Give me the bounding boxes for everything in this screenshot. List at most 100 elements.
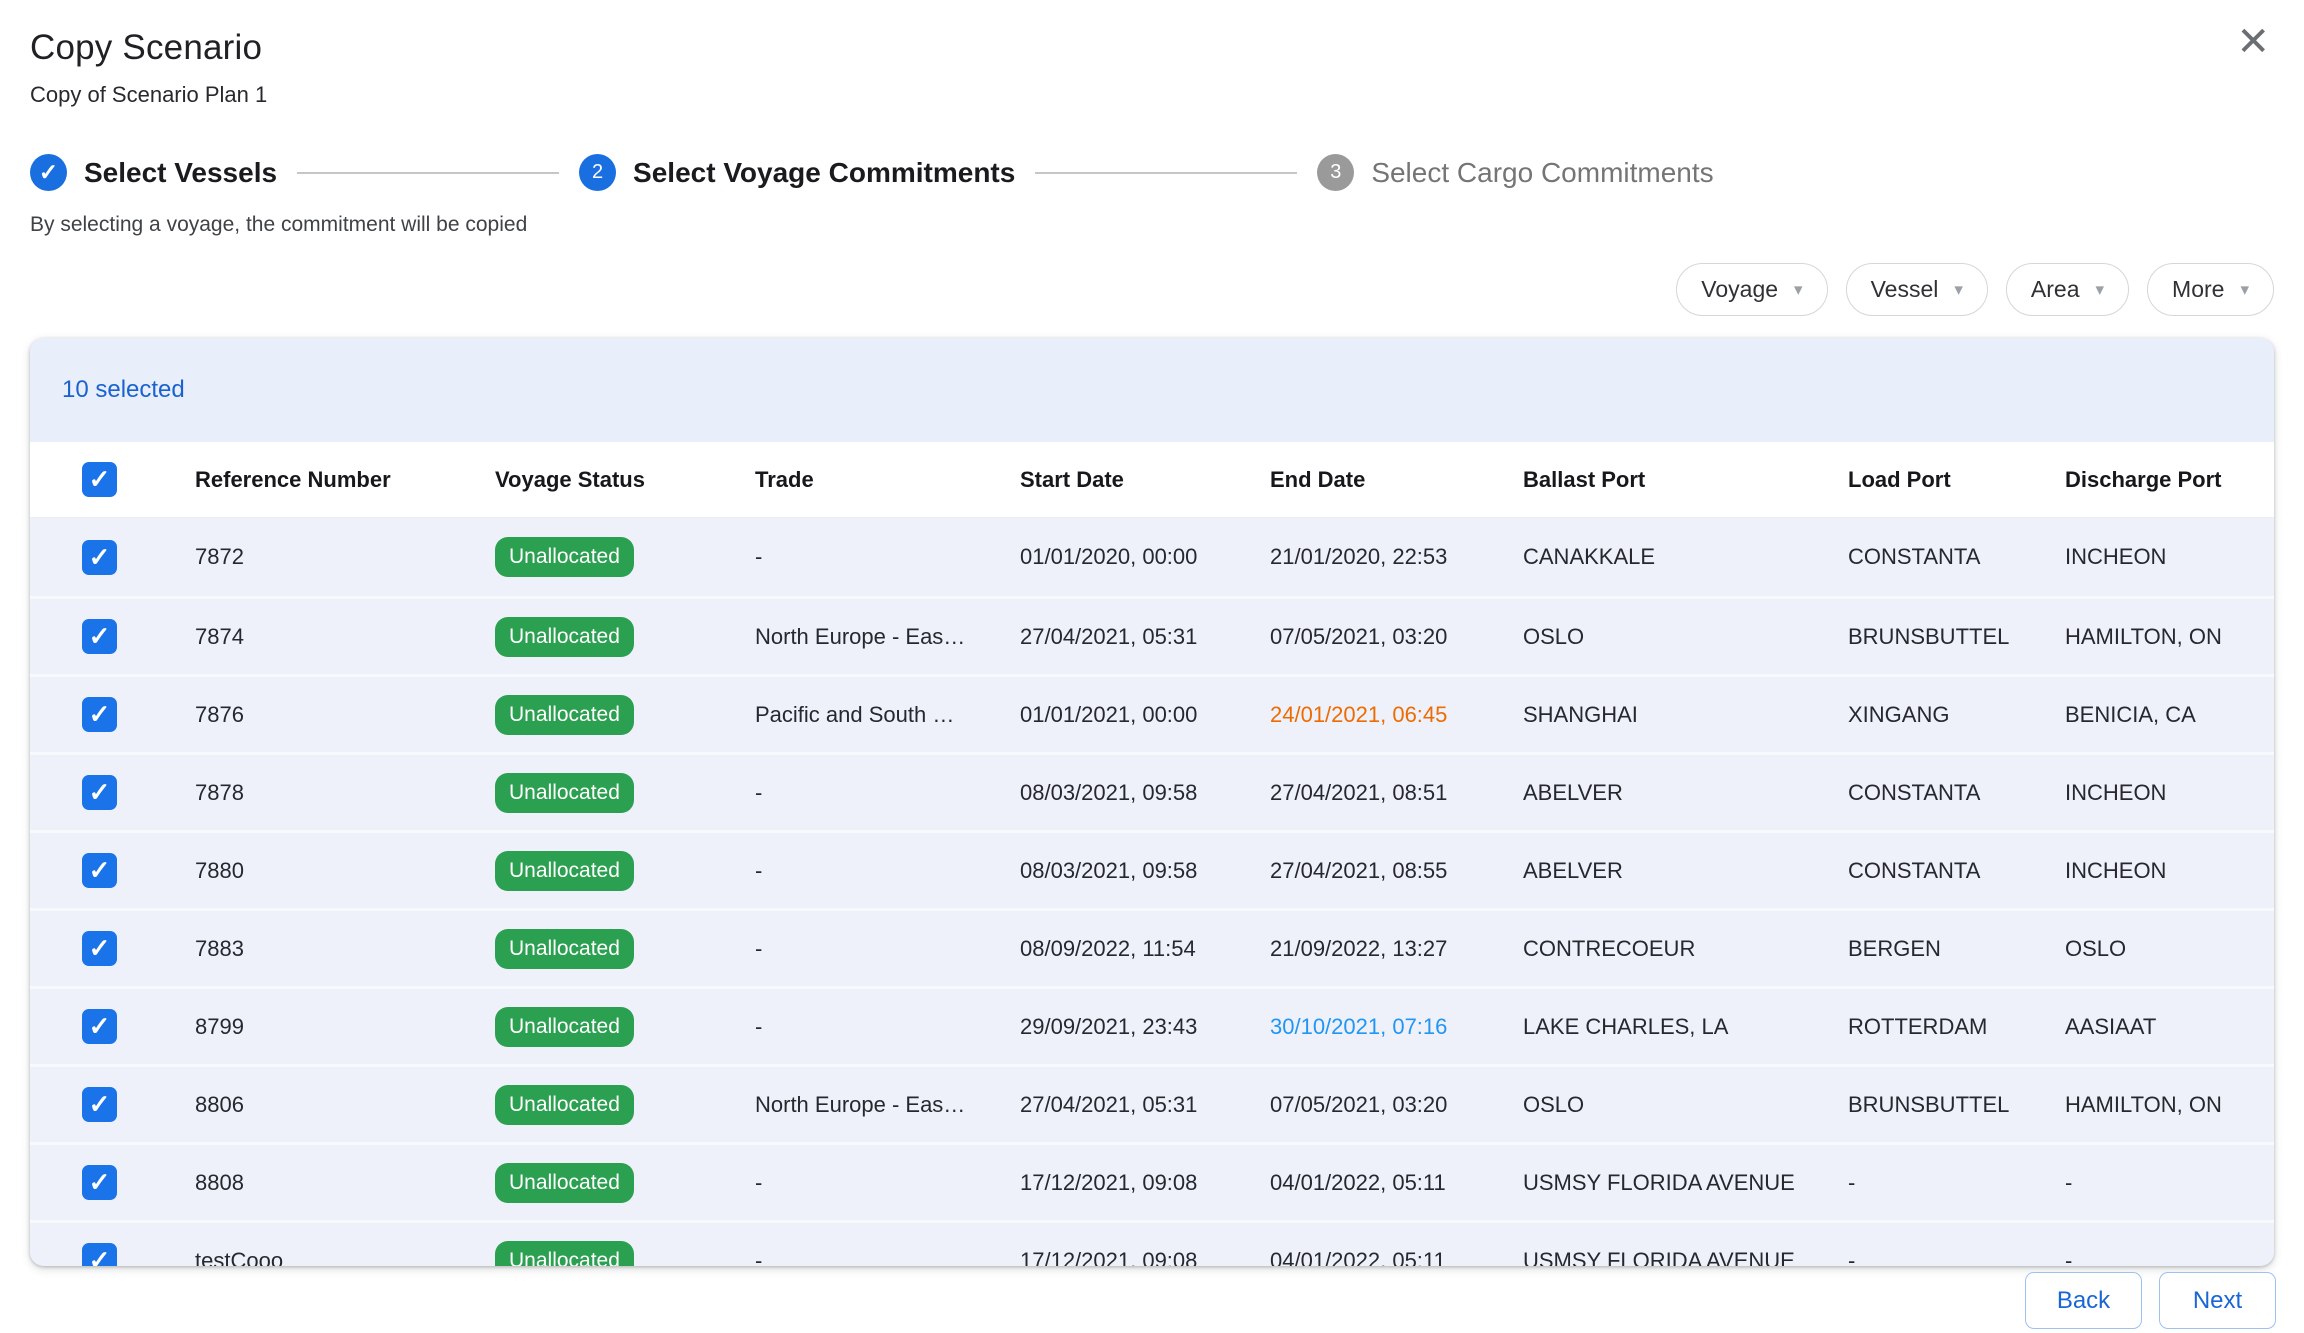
back-button[interactable]: Back bbox=[2025, 1272, 2142, 1329]
step-select-vessels[interactable]: ✓ Select Vessels bbox=[30, 154, 277, 191]
ballast-port: SHANGHAI bbox=[1523, 701, 1638, 727]
ballast-port: ABELVER bbox=[1523, 857, 1623, 883]
start-date: 27/04/2021, 05:31 bbox=[1020, 1091, 1198, 1117]
row-checkbox[interactable]: ✓ bbox=[82, 1087, 117, 1122]
discharge-port: AASIAAT bbox=[2065, 1013, 2157, 1039]
column-header-reference-number: Reference Number bbox=[195, 466, 391, 492]
row-checkbox[interactable]: ✓ bbox=[82, 1165, 117, 1200]
row-checkbox[interactable]: ✓ bbox=[82, 1009, 117, 1044]
load-port: CONSTANTA bbox=[1848, 779, 1981, 805]
discharge-port: OSLO bbox=[2065, 935, 2127, 961]
end-date: 27/04/2021, 08:51 bbox=[1270, 779, 1448, 805]
end-date: 27/04/2021, 08:55 bbox=[1270, 857, 1448, 883]
table-row[interactable]: ✓ 8808 Unallocated - 17/12/2021, 09:08 0… bbox=[30, 1142, 2274, 1220]
table-row[interactable]: ✓ 8806 Unallocated North Europe - Eas… 2… bbox=[30, 1064, 2274, 1142]
step-select-cargo-commitments[interactable]: 3 Select Cargo Commitments bbox=[1317, 154, 1714, 191]
start-date: 29/09/2021, 23:43 bbox=[1020, 1013, 1198, 1039]
step-number-badge: 2 bbox=[579, 154, 617, 191]
start-date: 01/01/2021, 00:00 bbox=[1020, 701, 1198, 727]
start-date: 08/09/2022, 11:54 bbox=[1020, 935, 1196, 961]
load-port: BRUNSBUTTEL bbox=[1848, 1091, 2010, 1117]
table-row[interactable]: ✓ 7878 Unallocated - 08/03/2021, 09:58 2… bbox=[30, 752, 2274, 830]
reference-number: 7876 bbox=[195, 701, 244, 727]
dialog-footer: Back Next bbox=[0, 1272, 2304, 1329]
discharge-port: INCHEON bbox=[2065, 544, 2167, 569]
chevron-down-icon: ▾ bbox=[1794, 280, 1803, 299]
stepper: ✓ Select Vessels 2 Select Voyage Commitm… bbox=[0, 154, 2304, 191]
row-checkbox[interactable]: ✓ bbox=[82, 775, 117, 810]
voyage-filter-button[interactable]: Voyage ▾ bbox=[1676, 263, 1828, 316]
row-checkbox[interactable]: ✓ bbox=[82, 853, 117, 888]
start-date: 27/04/2021, 05:31 bbox=[1020, 623, 1198, 649]
table-row[interactable]: ✓ 8799 Unallocated - 29/09/2021, 23:43 3… bbox=[30, 986, 2274, 1064]
voyage-filter-label: Voyage bbox=[1701, 276, 1779, 302]
table-row[interactable]: ✓ 7883 Unallocated - 08/09/2022, 11:54 2… bbox=[30, 908, 2274, 986]
end-date: 24/01/2021, 06:45 bbox=[1270, 701, 1448, 727]
trade: - bbox=[755, 1013, 763, 1039]
area-filter-button[interactable]: Area ▾ bbox=[2005, 263, 2130, 316]
selection-count: 10 selected bbox=[62, 376, 185, 403]
discharge-port: INCHEON bbox=[2065, 857, 2167, 883]
more-filter-button[interactable]: More ▾ bbox=[2147, 263, 2274, 316]
chevron-down-icon: ▾ bbox=[2240, 280, 2249, 299]
reference-number: 7883 bbox=[195, 935, 244, 961]
ballast-port: CANAKKALE bbox=[1523, 544, 1656, 569]
ballast-port: OSLO bbox=[1523, 623, 1585, 649]
reference-number: 7874 bbox=[195, 623, 244, 649]
reference-number: 7872 bbox=[195, 544, 244, 569]
load-port: CONSTANTA bbox=[1848, 857, 1981, 883]
column-header-trade: Trade bbox=[755, 466, 814, 492]
more-filter-label: More bbox=[2172, 276, 2225, 302]
trade: North Europe - Eas… bbox=[755, 623, 966, 649]
trade: - bbox=[755, 935, 763, 961]
discharge-port: - bbox=[2065, 1247, 2073, 1267]
vessel-filter-button[interactable]: Vessel ▾ bbox=[1845, 263, 1988, 316]
step-select-voyage-commitments[interactable]: 2 Select Voyage Commitments bbox=[579, 154, 1015, 191]
trade: - bbox=[755, 857, 763, 883]
step-connector bbox=[1035, 171, 1298, 174]
scenario-name: Copy of Scenario Plan 1 bbox=[30, 82, 268, 107]
status-badge: Unallocated bbox=[495, 1240, 634, 1266]
area-filter-label: Area bbox=[2030, 276, 2080, 302]
start-date: 01/01/2020, 00:00 bbox=[1020, 544, 1198, 569]
table-row[interactable]: ✓ 7876 Unallocated Pacific and South … 0… bbox=[30, 674, 2274, 752]
reference-number: 7880 bbox=[195, 857, 244, 883]
start-date: 17/12/2021, 09:08 bbox=[1020, 1169, 1198, 1195]
table-row[interactable]: ✓ 7874 Unallocated North Europe - Eas… 2… bbox=[30, 596, 2274, 674]
close-icon[interactable]: ✕ bbox=[2236, 20, 2270, 64]
table-row[interactable]: ✓ 7880 Unallocated - 08/03/2021, 09:58 2… bbox=[30, 830, 2274, 908]
ballast-port: USMSY FLORIDA AVENUE bbox=[1523, 1169, 1795, 1195]
load-port: ROTTERDAM bbox=[1848, 1013, 1988, 1039]
reference-number: 8808 bbox=[195, 1169, 244, 1195]
step-label: Select Vessels bbox=[84, 156, 278, 188]
load-port: XINGANG bbox=[1848, 701, 1950, 727]
reference-number: 8806 bbox=[195, 1091, 244, 1117]
ballast-port: CONTRECOEUR bbox=[1523, 935, 1696, 961]
row-checkbox[interactable]: ✓ bbox=[82, 539, 117, 575]
row-checkbox[interactable]: ✓ bbox=[82, 1243, 117, 1266]
column-header-voyage-status: Voyage Status bbox=[495, 466, 645, 492]
select-all-checkbox[interactable]: ✓ bbox=[82, 462, 117, 497]
status-badge: Unallocated bbox=[495, 537, 634, 577]
row-checkbox[interactable]: ✓ bbox=[82, 931, 117, 966]
step-caption: By selecting a voyage, the commitment wi… bbox=[30, 213, 528, 236]
row-checkbox[interactable]: ✓ bbox=[82, 697, 117, 732]
status-badge: Unallocated bbox=[495, 772, 634, 813]
reference-number: testCooo bbox=[195, 1247, 284, 1267]
start-date: 08/03/2021, 09:58 bbox=[1020, 857, 1198, 883]
filters-row: Voyage ▾ Vessel ▾ Area ▾ More ▾ bbox=[0, 263, 2304, 316]
row-checkbox[interactable]: ✓ bbox=[82, 619, 117, 654]
table-row[interactable]: ✓ 7872 Unallocated - 01/01/2020, 00:00 2… bbox=[30, 518, 2274, 596]
trade: - bbox=[755, 1169, 763, 1195]
column-header-start-date: Start Date bbox=[1020, 466, 1124, 492]
step-label: Select Cargo Commitments bbox=[1371, 156, 1714, 188]
table-row[interactable]: ✓ testCooo Unallocated - 17/12/2021, 09:… bbox=[30, 1220, 2274, 1266]
next-button[interactable]: Next bbox=[2159, 1272, 2276, 1329]
chevron-down-icon: ▾ bbox=[1954, 280, 1963, 299]
load-port: CONSTANTA bbox=[1848, 544, 1981, 569]
chevron-down-icon: ▾ bbox=[2095, 280, 2105, 299]
discharge-port: - bbox=[2065, 1169, 2073, 1195]
end-date: 07/05/2021, 03:20 bbox=[1270, 1091, 1448, 1117]
end-date: 21/01/2020, 22:53 bbox=[1270, 544, 1448, 569]
discharge-port: INCHEON bbox=[2065, 779, 2167, 805]
